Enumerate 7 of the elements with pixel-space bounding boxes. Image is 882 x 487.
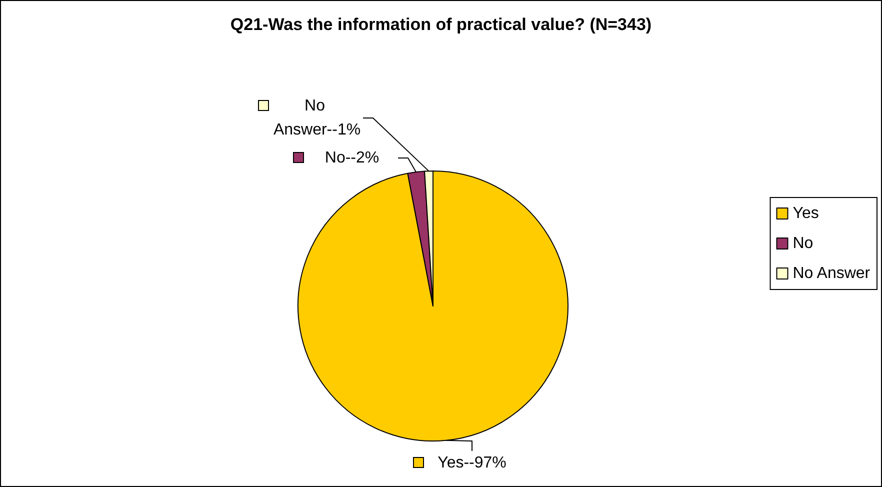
legend-label: No Answer <box>792 265 871 282</box>
chart-title: Q21-Was the information of practical value? (N=343) <box>230 15 652 34</box>
data-label: No--2% <box>324 150 380 166</box>
data-label: Yes--97% <box>438 454 506 472</box>
data-label: No Answer--1% <box>273 98 361 138</box>
legend-label: Yes <box>792 205 819 222</box>
legend-label: No <box>792 235 814 252</box>
